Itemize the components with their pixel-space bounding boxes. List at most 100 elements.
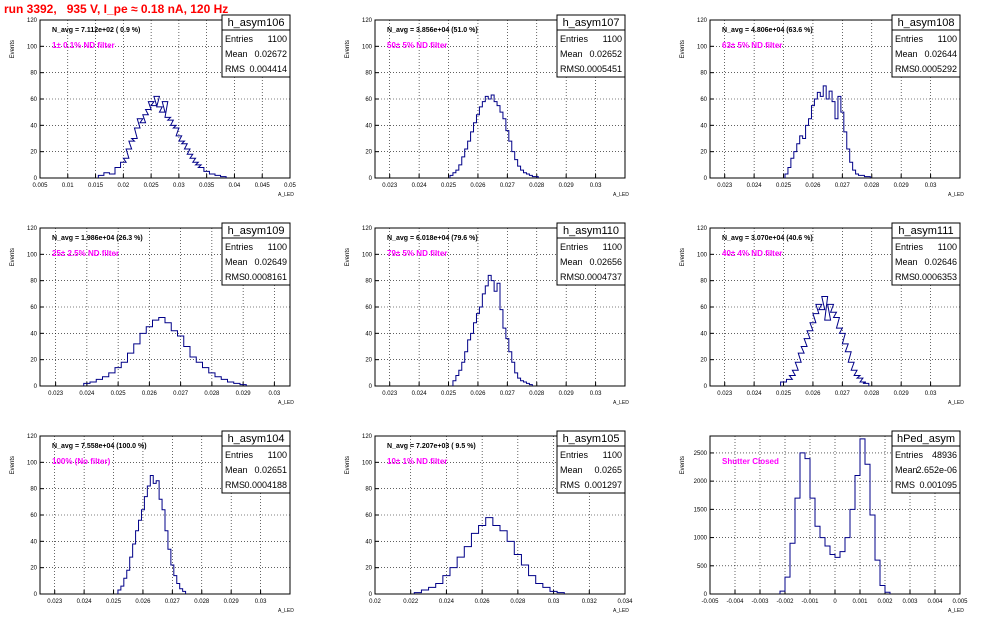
x-tick-label: 0.028 bbox=[204, 391, 220, 397]
stats-key: Mean bbox=[560, 49, 583, 59]
x-tick-label: 0 bbox=[833, 599, 837, 605]
y-tick-label: 1500 bbox=[694, 507, 708, 513]
x-axis-title: A_LED bbox=[948, 400, 964, 406]
histogram-bin bbox=[156, 481, 159, 594]
navg-label: N_avg = 7.112e+02 ( 0.9 %) bbox=[52, 27, 140, 34]
stats-box bbox=[891, 430, 961, 494]
x-tick-label: 0.023 bbox=[717, 183, 733, 189]
x-tick-label: 0.028 bbox=[529, 183, 545, 189]
x-tick-label: 0.005 bbox=[952, 599, 968, 605]
histogram-bin bbox=[800, 453, 805, 594]
y-tick-label: 60 bbox=[30, 513, 37, 519]
x-tick-label: 0.024 bbox=[747, 183, 763, 189]
x-tick-label: 0.027 bbox=[500, 391, 516, 397]
histogram-bin bbox=[785, 174, 788, 178]
histogram-bin bbox=[171, 331, 177, 386]
y-tick-label: 80 bbox=[365, 71, 372, 77]
histogram-bin bbox=[838, 96, 841, 178]
stats-value: 0.0265 bbox=[594, 465, 622, 475]
histogram-bin bbox=[177, 583, 180, 594]
histogram-bin bbox=[832, 102, 835, 178]
stats-key: RMS bbox=[225, 64, 245, 74]
histogram-bin bbox=[168, 549, 171, 594]
y-tick-label: 60 bbox=[365, 305, 372, 311]
histogram-bin bbox=[171, 565, 174, 594]
y-tick-label: 40 bbox=[700, 123, 707, 129]
x-tick-label: -0.002 bbox=[776, 599, 794, 605]
histogram-bin bbox=[162, 510, 165, 594]
x-tick-label: -0.005 bbox=[701, 599, 719, 605]
histogram-bin bbox=[509, 352, 512, 386]
y-tick-label: 40 bbox=[700, 331, 707, 337]
histogram-bin bbox=[159, 318, 165, 386]
histogram-series bbox=[452, 274, 533, 386]
histogram-panel-h_asym109: 0.023 0.024 0.025 0.026 0.027 0.028 0.029 0.03 0… bbox=[10, 222, 294, 406]
stats-key: Entries bbox=[560, 34, 589, 44]
histogram-bin bbox=[811, 106, 814, 178]
stats-key: Mean bbox=[225, 257, 248, 267]
x-tick-label: 0.024 bbox=[412, 183, 428, 189]
histogram-bin bbox=[820, 96, 823, 178]
stats-value: 0.02644 bbox=[924, 49, 957, 59]
x-tick-label: 0.02 bbox=[369, 599, 381, 605]
histogram-bin bbox=[228, 382, 234, 386]
histogram-bin bbox=[180, 589, 183, 594]
stats-key: Entries bbox=[225, 242, 254, 252]
stats-value: 0.0006353 bbox=[914, 272, 957, 282]
histogram-bin bbox=[497, 283, 500, 386]
y-tick-label: 100 bbox=[27, 44, 38, 50]
histogram-bin bbox=[507, 541, 514, 594]
x-tick-label: 0.027 bbox=[165, 599, 181, 605]
y-tick-label: 40 bbox=[30, 539, 37, 545]
y-tick-label: 20 bbox=[30, 150, 37, 156]
histogram-panel-h_asym111: 0.023 0.024 0.025 0.026 0.027 0.028 0.029 0.03 0… bbox=[680, 222, 964, 406]
histogram-bin bbox=[118, 590, 121, 594]
histogram-bin bbox=[870, 515, 875, 594]
histogram-bin bbox=[488, 275, 491, 386]
navg-label: N_avg = 4.806e+04 (63.6 %) bbox=[722, 27, 813, 34]
histogram-bin bbox=[468, 340, 471, 386]
y-tick-label: 100 bbox=[362, 460, 373, 466]
x-tick-label: 0.03 bbox=[925, 183, 937, 189]
x-tick-label: 0.023 bbox=[382, 183, 398, 189]
stats-box bbox=[891, 14, 961, 78]
histogram-panel-h_asym104: 0.023 0.024 0.025 0.026 0.027 0.028 0.029 0.03 0… bbox=[10, 430, 294, 614]
histogram-bin bbox=[204, 171, 210, 178]
x-tick-label: 0.027 bbox=[500, 183, 516, 189]
stats-title: h_asym111 bbox=[898, 225, 953, 237]
histogram-bin bbox=[830, 555, 835, 595]
stats-key: Entries bbox=[560, 450, 589, 460]
histogram-bin bbox=[464, 547, 471, 594]
stats-key: RMS bbox=[560, 272, 580, 282]
histogram-bin bbox=[500, 310, 503, 386]
histogram-bin bbox=[785, 577, 790, 594]
x-tick-label: 0.03 bbox=[255, 599, 267, 605]
histogram-series bbox=[117, 475, 187, 594]
histogram-bin bbox=[474, 123, 477, 178]
stats-key: Entries bbox=[225, 34, 254, 44]
x-tick-label: 0.02 bbox=[117, 183, 129, 189]
y-tick-label: 80 bbox=[365, 487, 372, 493]
x-tick-label: 0.026 bbox=[470, 183, 486, 189]
x-tick-label: 0.028 bbox=[194, 599, 210, 605]
x-tick-label: 0.024 bbox=[439, 599, 455, 605]
filter-label: 40± 4% ND filter bbox=[722, 249, 782, 258]
x-tick-label: 0.03 bbox=[548, 599, 560, 605]
histogram-bin bbox=[817, 92, 820, 178]
filter-label: 63± 5% ND filter bbox=[722, 41, 782, 50]
y-tick-label: 60 bbox=[365, 97, 372, 103]
y-tick-label: 0 bbox=[369, 384, 373, 390]
stats-box bbox=[556, 430, 626, 494]
histogram-bin bbox=[147, 486, 150, 594]
x-tick-label: 0.023 bbox=[48, 391, 64, 397]
histogram-bin bbox=[479, 526, 486, 594]
histogram-bin bbox=[456, 170, 459, 178]
histogram-bin bbox=[459, 165, 462, 178]
page-title: run 3392, 935 V, I_pe ≈ 0.18 nA, 120 Hz bbox=[4, 2, 229, 16]
x-tick-label: 0.024 bbox=[77, 599, 93, 605]
histogram-series bbox=[784, 85, 871, 178]
stats-value: 0.02651 bbox=[254, 465, 287, 475]
x-tick-label: 0.023 bbox=[47, 599, 63, 605]
stats-value: 1100 bbox=[268, 34, 287, 44]
y-tick-label: 1000 bbox=[694, 536, 708, 542]
